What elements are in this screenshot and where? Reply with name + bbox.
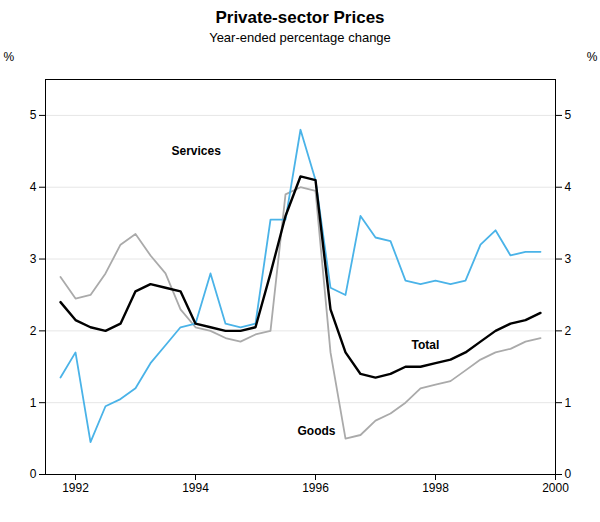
svg-text:3: 3 [30,252,37,266]
svg-text:1998: 1998 [422,481,449,495]
svg-text:2: 2 [565,324,572,338]
svg-text:0: 0 [30,467,37,481]
html-text:Year-ended percentage change: Year-ended percentage change [209,30,391,45]
svg-text:1992: 1992 [62,481,89,495]
svg-text:Goods: Goods [298,424,336,438]
svg-text:1: 1 [565,396,572,410]
svg-text:Services: Services [172,144,222,158]
html-text:Private-sector Prices: Private-sector Prices [215,8,385,27]
svg-text:%: % [587,50,598,64]
svg-text:2: 2 [30,324,37,338]
svg-text:%: % [4,50,15,64]
svg-text:4: 4 [565,180,572,194]
svg-text:5: 5 [565,108,572,122]
svg-text:1: 1 [30,396,37,410]
svg-text:1996: 1996 [302,481,329,495]
svg-text:5: 5 [30,108,37,122]
svg-text:Total: Total [412,338,440,352]
svg-text:1994: 1994 [182,481,209,495]
svg-text:4: 4 [30,180,37,194]
svg-text:2000: 2000 [542,481,569,495]
svg-text:3: 3 [565,252,572,266]
svg-text:0: 0 [565,467,572,481]
